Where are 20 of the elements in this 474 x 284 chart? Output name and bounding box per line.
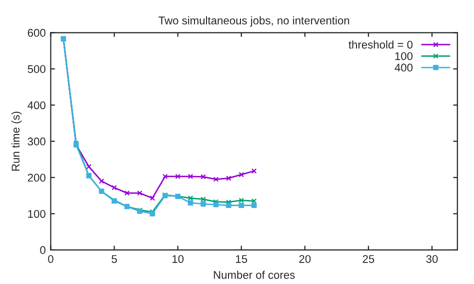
y-tick-label: 0 [40, 246, 46, 254]
y-tick-label: 400 [28, 101, 46, 110]
legend-label: 100 [395, 52, 413, 60]
y-tick-label: 500 [28, 65, 46, 74]
y-tick-label: 300 [28, 138, 46, 146]
chart-title: Two simultaneous jobs, no intervention [158, 16, 350, 27]
x-tick-label: 10 [172, 255, 184, 263]
y-tick-label: 200 [28, 174, 46, 182]
y-tick-label: 600 [28, 28, 46, 37]
x-axis-title: Number of cores [214, 270, 295, 279]
legend-label: 400 [394, 64, 413, 72]
x-tick-label: 15 [236, 255, 248, 263]
x-tick-label: 5 [112, 255, 117, 263]
legend-label: threshold = 0 [348, 40, 413, 49]
x-tick-label: 25 [362, 255, 374, 263]
x-tick-label: 30 [426, 255, 438, 263]
y-axis-title: Run time (s) [11, 112, 22, 171]
y-tick-label: 100 [28, 210, 46, 218]
x-tick-label: 0 [48, 255, 54, 263]
x-tick-label: 20 [299, 255, 311, 263]
